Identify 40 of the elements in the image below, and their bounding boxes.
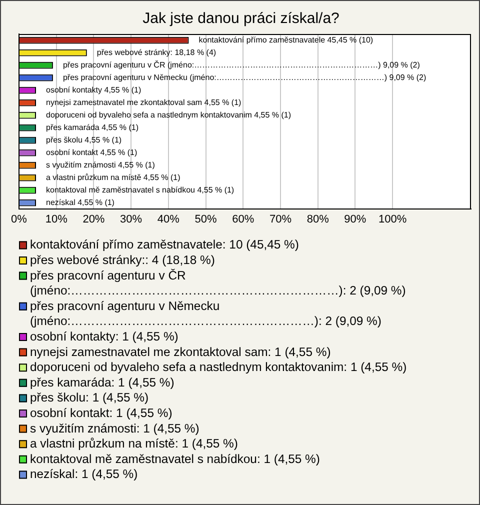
legend-label: osobní kontakt: 1 (4,55 %): [30, 406, 172, 420]
data-label: doporuceni od byvaleho sefa a nastlednym kontaktovanim 4,55 % (1): [46, 110, 292, 120]
legend-label: s využitím známosti: 1 (4,55 %): [30, 421, 200, 436]
legend-label: a vlastni průzkum na místě: 1 (4,55 %): [30, 436, 238, 451]
x-tick-label: 30%: [120, 214, 142, 226]
data-label: s využitím známosti 4,55 % (1): [46, 160, 156, 170]
legend-label: osobní kontakty: 1 (4,55 %): [30, 329, 178, 344]
x-tick-label: 90%: [344, 214, 366, 226]
legend-label: doporuceni od byvaleho sefa a nastlednym kontaktovanim: 1 (4,55 %): [30, 360, 407, 374]
chart-title: Jak jste danou práci získal/a?: [142, 10, 340, 28]
data-label: přes kamaráda 4,55 % (1): [46, 122, 139, 132]
data-label: nynejsi zamestnavatel me zkontaktoval sam 4,55 % (1): [46, 98, 242, 107]
data-label: přes webové stránky: 18,18 % (4): [96, 48, 216, 57]
data-label: přes školu 4,55 % (1): [46, 135, 122, 144]
legend-label: přes školu: 1 (4,55 %): [30, 390, 149, 405]
legend-label: kontaktoval mě zaměstnavatel s nabídkou: 1 (4,55 %): [30, 452, 320, 466]
data-label: přes pracovní agenturu v Německu (jméno:………………………………………………………) 9,09 % (2): [62, 72, 426, 82]
x-tick-label: 0%: [11, 214, 28, 226]
data-label: osobní kontakty 4,55 % (1): [46, 85, 142, 94]
legend-label: nezískal: 1 (4,55 %): [30, 467, 138, 482]
data-label: osobní kontakt 4,55 % (1): [46, 148, 138, 157]
legend-label: nynejsi zamestnavatel me zkontaktoval sam: 1 (4,55 %): [30, 344, 331, 359]
legend-label: přes pracovní agenturu v Německu (jméno:……………………………………………………): 2 (9,09 %): [30, 298, 382, 328]
data-label: kontaktoval mě zaměstnavatel s nabídkou 4,55 % (1): [46, 185, 234, 194]
data-label: a vlastni průzkum na místě 4,55 % (1): [46, 172, 181, 182]
x-tick-label: 40%: [157, 214, 180, 226]
legend-label: přes webové stránky:: 4 (18,18 %): [30, 252, 215, 267]
x-tick-label: 10%: [45, 214, 68, 226]
legend-label: přes kamaráda: 1 (4,55 %): [30, 375, 174, 390]
data-label: kontaktování přímo zaměstnavatele 45,45 % (10): [198, 35, 374, 44]
data-label: nezískal 4,55 % (1): [46, 198, 115, 207]
x-tick-label: 60%: [232, 214, 254, 226]
x-tick-label: 80%: [306, 214, 330, 226]
x-tick-label: 100%: [378, 214, 407, 226]
data-label: přes pracovní agenturu v ČR (jméno:……………………………………………………………) 9,09 % (2): [62, 60, 420, 70]
legend-label: přes pracovní agenturu v ČR (jméno:…………………………………………………………): 2 (9,09 %): [30, 268, 406, 298]
x-tick-label: 50%: [194, 214, 217, 226]
x-tick-label: 20%: [82, 214, 105, 226]
x-tick-label: 70%: [269, 214, 292, 226]
legend-label: kontaktování přímo zaměstnavatele: 10 (45,45 %): [30, 238, 299, 252]
